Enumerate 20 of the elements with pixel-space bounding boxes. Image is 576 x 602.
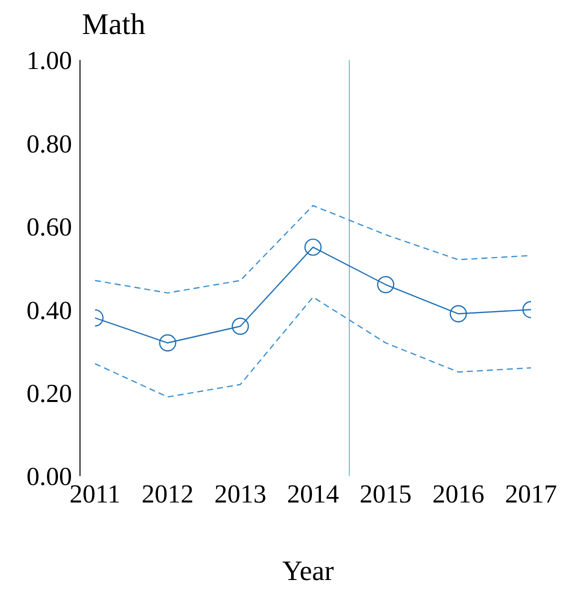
y-tick-label: 0.20 (26, 379, 72, 408)
point (159, 334, 176, 352)
y-tick-label: 0.00 (26, 462, 72, 492)
y-tick-label: 0.40 (26, 296, 72, 325)
x-tick-label: 2015 (360, 479, 412, 508)
point (377, 276, 394, 294)
chart-title: Math (82, 8, 146, 42)
point (232, 318, 249, 335)
point (304, 238, 322, 256)
line-series (95, 296, 531, 398)
x-tick-label: 2013 (214, 479, 266, 508)
x-tick-label: 2016 (432, 479, 484, 508)
x-tick-label: 2012 (142, 479, 194, 508)
x-axis-title: Year (281, 556, 335, 588)
y-tick-label: 1.00 (26, 46, 72, 76)
point (450, 305, 467, 322)
y-tick-label: 0.60 (26, 212, 72, 242)
x-tick-label: 2014 (287, 479, 339, 508)
y-tick-label: 0.80 (26, 129, 72, 158)
x-tick-label: 2017 (505, 479, 557, 508)
